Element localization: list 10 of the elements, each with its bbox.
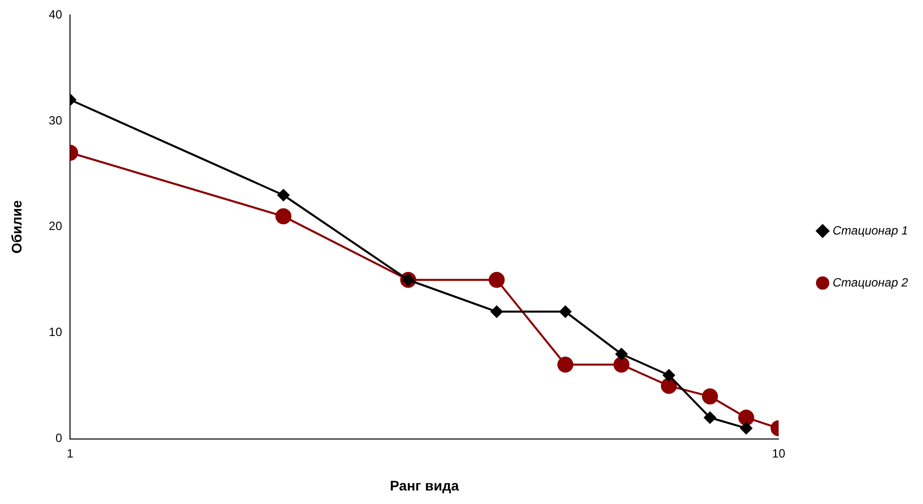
y-tick-label: 30: [48, 113, 62, 128]
y-tick-label: 20: [48, 219, 62, 234]
legend-label: Стационар 2: [832, 275, 908, 290]
y-axis-title: Обилие: [8, 200, 24, 254]
x-tick-label: 1: [66, 446, 74, 460]
y-tick-label: 40: [48, 7, 62, 22]
y-tick-label: 0: [55, 431, 62, 446]
legend-label: Стационар 1: [832, 223, 908, 238]
x-axis-title: Ранг вида: [390, 477, 460, 494]
y-tick-label: 10: [48, 325, 62, 340]
